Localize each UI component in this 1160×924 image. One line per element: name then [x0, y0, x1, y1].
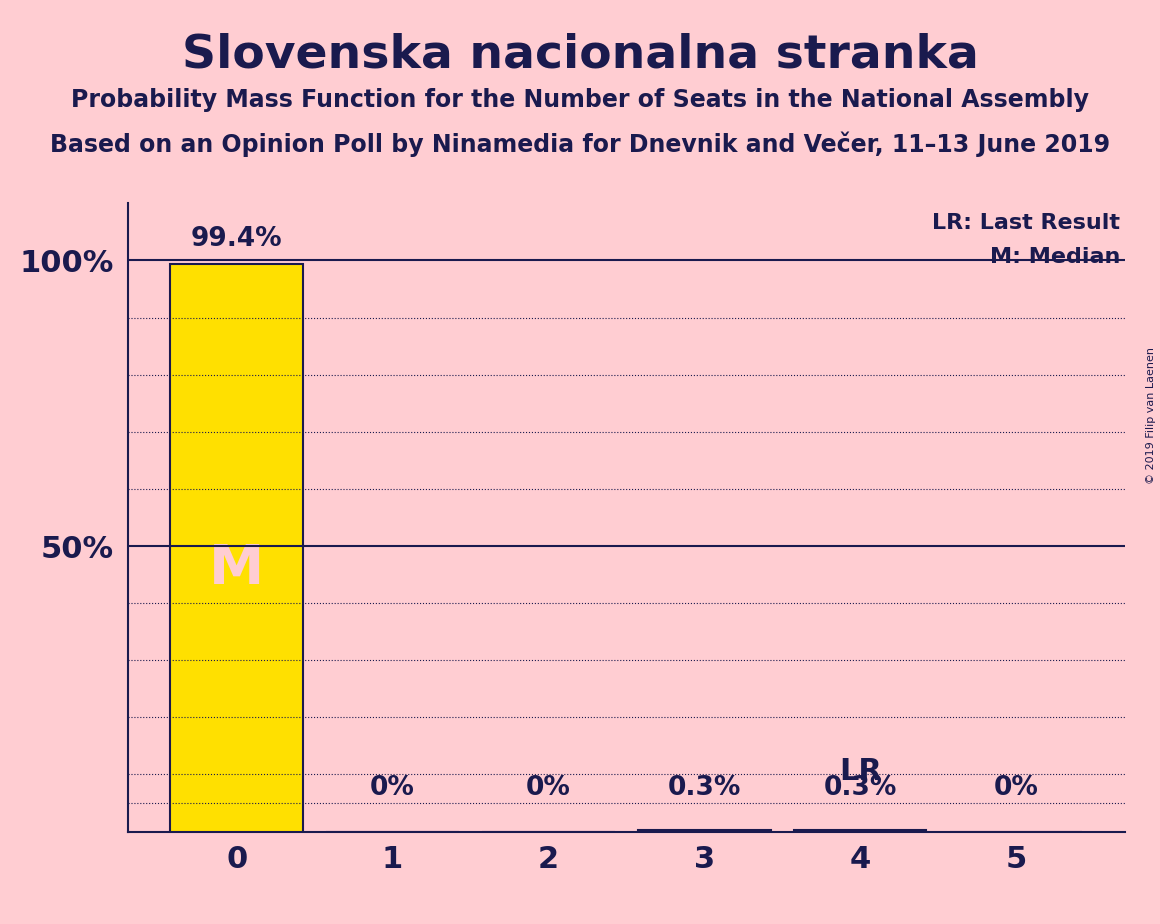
Text: 0.3%: 0.3% [668, 775, 741, 801]
Text: 0%: 0% [525, 775, 571, 801]
Bar [793, 830, 927, 832]
Text: 0.3%: 0.3% [824, 775, 897, 801]
Text: M: Median: M: Median [989, 248, 1121, 267]
Text: © 2019 Filip van Laenen: © 2019 Filip van Laenen [1146, 347, 1155, 484]
Text: Slovenska nacionalna stranka: Slovenska nacionalna stranka [182, 32, 978, 78]
Text: 0%: 0% [994, 775, 1038, 801]
Text: M: M [209, 541, 264, 596]
Text: 99.4%: 99.4% [191, 225, 283, 252]
Text: Based on an Opinion Poll by Ninamedia for Dnevnik and Večer, 11–13 June 2019: Based on an Opinion Poll by Ninamedia fo… [50, 131, 1110, 157]
Bar [638, 830, 770, 832]
Bar [171, 264, 303, 832]
Text: LR: LR [839, 757, 882, 786]
Text: Probability Mass Function for the Number of Seats in the National Assembly: Probability Mass Function for the Number… [71, 88, 1089, 112]
Text: LR: Last Result: LR: Last Result [933, 213, 1121, 233]
Text: 0%: 0% [370, 775, 415, 801]
